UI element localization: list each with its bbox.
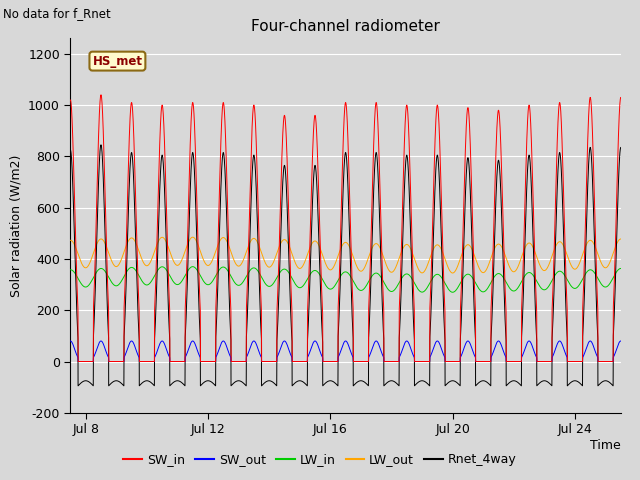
Y-axis label: Solar radiation (W/m2): Solar radiation (W/m2)	[10, 155, 22, 297]
Text: Time: Time	[590, 439, 621, 452]
Text: HS_met: HS_met	[92, 55, 143, 68]
Title: Four-channel radiometer: Four-channel radiometer	[251, 20, 440, 35]
Text: No data for f_Rnet: No data for f_Rnet	[3, 7, 111, 20]
Legend: SW_in, SW_out, LW_in, LW_out, Rnet_4way: SW_in, SW_out, LW_in, LW_out, Rnet_4way	[118, 448, 522, 471]
